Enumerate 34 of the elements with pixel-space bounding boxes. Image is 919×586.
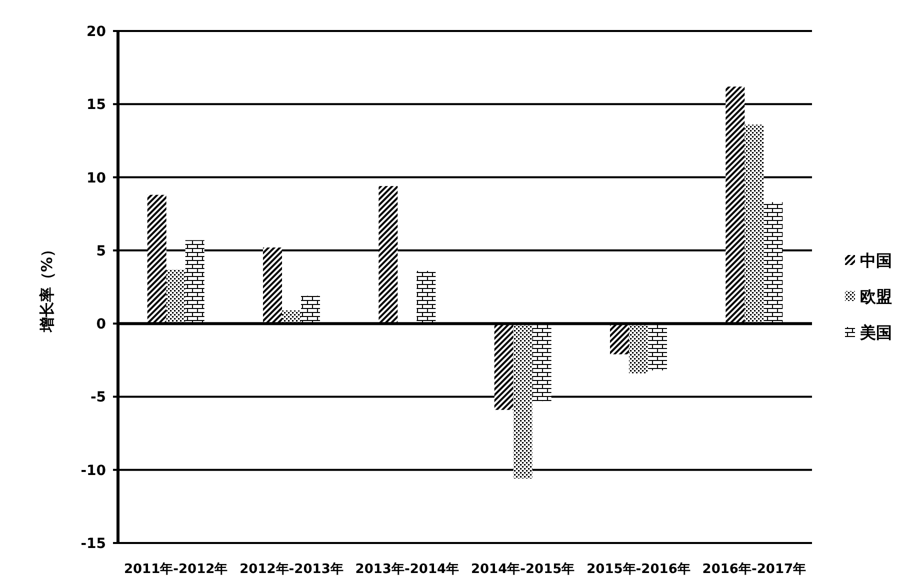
x-tick-label: 2011年-2012年 [124, 562, 228, 577]
bar [610, 324, 629, 354]
y-tick-label: 0 [96, 316, 106, 333]
bar [166, 269, 186, 324]
bar [629, 324, 648, 374]
legend-label: 中国 [860, 251, 892, 270]
y-tick-label: -10 [80, 462, 106, 479]
x-tick-label: 2013年-2014年 [355, 562, 460, 577]
bar [147, 194, 166, 324]
y-tick-label: 5 [96, 243, 106, 260]
bar [744, 124, 764, 324]
bar [416, 270, 436, 324]
bar [513, 324, 532, 479]
bar [726, 86, 745, 324]
x-tick-label: 2016年-2017年 [702, 562, 806, 577]
bar [185, 240, 204, 324]
bar [494, 324, 514, 410]
legend-label: 美国 [859, 323, 892, 342]
bar [532, 324, 552, 402]
bar [648, 324, 667, 370]
y-tick-label: 20 [86, 24, 106, 40]
bar [764, 202, 783, 324]
legend-label: 欧盟 [860, 287, 892, 306]
x-tick-label: 2015年-2016年 [586, 562, 690, 577]
bar [301, 296, 320, 324]
x-tick-label: 2012年-2013年 [240, 562, 344, 577]
bar [263, 248, 282, 324]
bar [378, 186, 398, 324]
y-axis-title: 增长率（%） [38, 242, 56, 334]
y-tick-label: 10 [86, 170, 106, 186]
x-tick-label: 2014年-2015年 [470, 562, 575, 577]
y-tick-label: -5 [90, 390, 106, 406]
y-tick-label: -15 [80, 536, 106, 552]
y-tick-label: 15 [86, 97, 106, 114]
